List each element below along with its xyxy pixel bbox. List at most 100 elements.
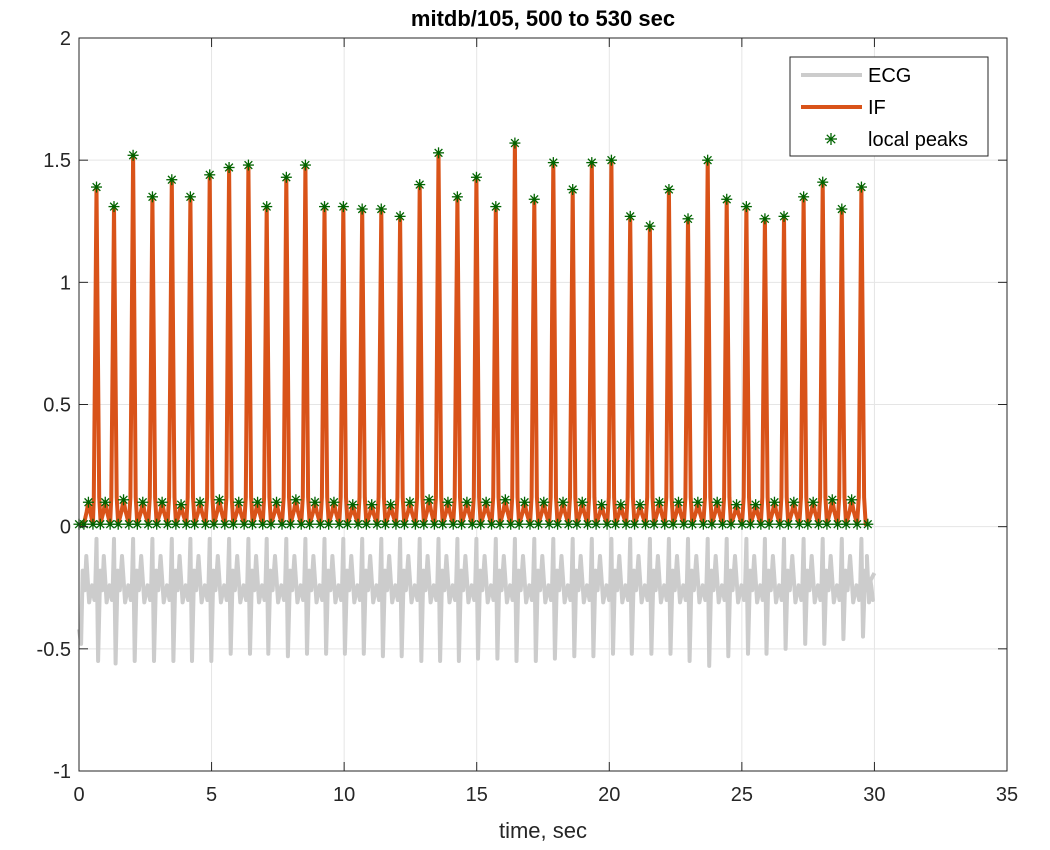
series-layer	[73, 137, 877, 668]
local-peak-marker	[807, 496, 819, 508]
local-peak-marker	[528, 193, 540, 205]
x-tick-label: 10	[333, 784, 355, 806]
local-peak-marker	[798, 191, 810, 203]
local-peak-marker	[414, 179, 426, 191]
y-tick-label: 1.5	[43, 150, 71, 172]
local-peak-marker	[418, 518, 430, 530]
local-peak-marker	[610, 518, 622, 530]
local-peak-marker	[620, 518, 632, 530]
local-peak-marker	[624, 210, 636, 222]
local-peak-marker	[763, 518, 775, 530]
local-peak-marker	[451, 191, 463, 203]
legend: ECG IF local peaks	[789, 56, 989, 157]
local-peak-marker	[118, 494, 130, 506]
local-peak-marker	[295, 518, 307, 530]
local-peak-marker	[740, 201, 752, 213]
local-peak-marker	[768, 496, 780, 508]
local-peak-marker	[571, 518, 583, 530]
local-peak-marker	[398, 518, 410, 530]
local-peak-marker	[265, 518, 277, 530]
local-peak-marker	[347, 499, 359, 511]
local-peak-marker	[552, 518, 564, 530]
local-peak-marker	[223, 161, 235, 173]
local-peak-marker	[725, 518, 737, 530]
local-peak-marker	[840, 518, 852, 530]
local-peak-marker	[759, 213, 771, 225]
local-peak-marker	[204, 169, 216, 181]
local-peak-marker	[778, 210, 790, 222]
local-peak-marker	[271, 496, 283, 508]
local-peak-marker	[590, 518, 602, 530]
local-peak-marker	[855, 181, 867, 193]
legend-star-icon	[825, 133, 837, 145]
local-peak-marker	[341, 518, 353, 530]
local-peak-marker	[774, 518, 786, 530]
local-peak-marker	[470, 171, 482, 183]
local-peak-marker	[659, 518, 671, 530]
x-tick-label: 25	[731, 784, 753, 806]
local-peak-marker	[180, 518, 192, 530]
local-peak-marker	[682, 213, 694, 225]
local-peak-marker	[605, 154, 617, 166]
local-peak-marker	[596, 499, 608, 511]
local-peak-marker	[490, 201, 502, 213]
local-peak-marker	[538, 496, 550, 508]
local-peak-marker	[846, 494, 858, 506]
local-peak-marker	[711, 496, 723, 508]
local-peak-marker	[166, 174, 178, 186]
local-peak-marker	[475, 518, 487, 530]
local-peak-marker	[706, 518, 718, 530]
local-peak-marker	[146, 191, 158, 203]
local-peak-marker	[634, 499, 646, 511]
local-peak-marker	[644, 220, 656, 232]
local-peak-marker	[99, 496, 111, 508]
local-peak-marker	[653, 496, 665, 508]
local-peak-marker	[319, 201, 331, 213]
local-peak-marker	[629, 518, 641, 530]
local-peak-marker	[194, 496, 206, 508]
local-peak-marker	[151, 518, 163, 530]
local-peak-marker	[480, 496, 492, 508]
local-peak-marker	[328, 496, 340, 508]
local-peak-marker	[356, 203, 368, 215]
local-peak-marker	[461, 496, 473, 508]
local-peak-marker	[337, 201, 349, 213]
legend-label-local-peaks: local peaks	[868, 129, 968, 151]
local-peak-marker	[189, 518, 201, 530]
local-peak-marker	[576, 496, 588, 508]
local-peak-marker	[532, 518, 544, 530]
local-peak-marker	[246, 518, 258, 530]
local-peak-marker	[208, 518, 220, 530]
local-peak-marker	[213, 494, 225, 506]
local-peak-marker	[817, 176, 829, 188]
local-peak-marker	[586, 157, 598, 169]
local-peak-marker	[494, 518, 506, 530]
local-peak-marker	[513, 518, 525, 530]
local-peak-marker	[104, 518, 116, 530]
chart-title: mitdb/105, 500 to 530 sec	[411, 6, 675, 31]
local-peak-marker	[137, 496, 149, 508]
local-peak-marker	[702, 154, 714, 166]
local-peak-marker	[94, 518, 106, 530]
local-peak-marker	[394, 210, 406, 222]
local-peak-marker	[851, 518, 863, 530]
local-peak-marker	[437, 518, 449, 530]
series-ecg-line	[77, 536, 877, 668]
local-peak-marker	[175, 499, 187, 511]
local-peak-marker	[360, 518, 372, 530]
legend-label-if: IF	[868, 97, 886, 119]
local-peak-marker	[82, 496, 94, 508]
local-peak-marker	[131, 518, 143, 530]
local-peak-marker	[456, 518, 468, 530]
local-peak-marker	[648, 518, 660, 530]
local-peak-marker	[285, 518, 297, 530]
local-peak-marker	[667, 518, 679, 530]
legend-marker-local-peaks	[825, 133, 837, 145]
local-peak-marker	[721, 193, 733, 205]
local-peak-marker	[663, 183, 675, 195]
series-local-peaks	[73, 137, 874, 530]
local-peak-marker	[352, 518, 364, 530]
local-peak-marker	[366, 499, 378, 511]
local-peak-marker	[736, 518, 748, 530]
